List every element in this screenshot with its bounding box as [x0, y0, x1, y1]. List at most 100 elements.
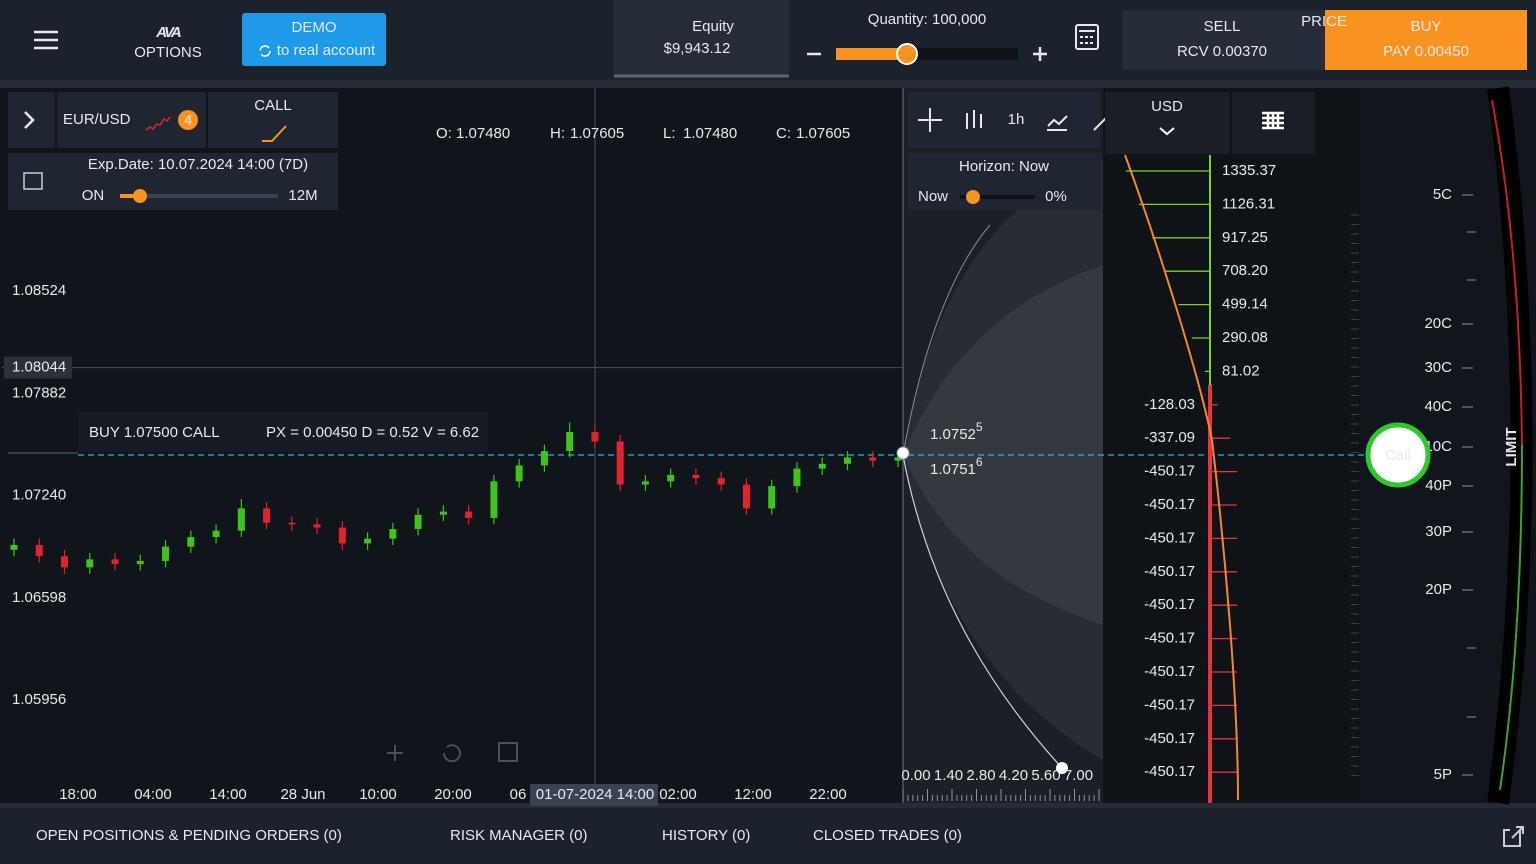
payoff-label: 708.20	[1222, 262, 1268, 279]
expiry-track	[120, 194, 278, 198]
candle-body	[86, 559, 94, 568]
gauge-label: 30C	[1424, 359, 1452, 376]
expand-icon[interactable]	[1503, 826, 1524, 847]
horizon-knob[interactable]	[966, 190, 980, 204]
candle-body	[490, 481, 498, 518]
y-tick-label: 1.07240	[12, 487, 66, 504]
candle-body	[237, 508, 245, 531]
price-tag: 1.07516	[930, 455, 983, 478]
expiry-knob[interactable]	[133, 189, 147, 203]
sell-button[interactable]	[1122, 10, 1325, 70]
tab[interactable]: OPEN POSITIONS & PENDING ORDERS (0)	[36, 827, 342, 844]
y-tick-label: 1.08524	[12, 282, 66, 299]
demo-label[interactable]: DEMO	[292, 19, 337, 36]
quantity-buttons[interactable]	[807, 47, 1047, 61]
payoff-label: 1126.31	[1222, 195, 1275, 212]
buy-label[interactable]: BUY	[1411, 18, 1442, 35]
horizon-axis-label: 5.60	[1031, 767, 1060, 784]
calculator-icon[interactable]	[1075, 24, 1099, 50]
expand-arrow[interactable]	[24, 111, 35, 129]
x-tick-label: 10:00	[359, 786, 397, 803]
payoff-label: -450.17	[1144, 763, 1195, 780]
expiry-fill	[120, 194, 140, 198]
buy-price[interactable]: PAY 0.00450	[1383, 43, 1469, 60]
interval[interactable]: 1h	[1008, 111, 1025, 128]
price-label: PRICE	[1301, 13, 1347, 30]
horizon-axis-label: 7.00	[1064, 767, 1093, 784]
candle-body	[768, 486, 776, 509]
payoff-label: -450.17	[1144, 563, 1195, 580]
ohlc-label: O:	[436, 125, 452, 142]
grid-icon	[1262, 111, 1284, 130]
ohlc-label: C:	[776, 125, 791, 142]
candle-body	[389, 529, 397, 539]
call-button[interactable]	[1365, 422, 1431, 488]
cursor-time: 01-07-2024 14:00	[536, 786, 654, 803]
x-tick-label: 04:00	[134, 786, 172, 803]
order-panel	[78, 412, 488, 452]
tab[interactable]: RISK MANAGER (0)	[450, 827, 588, 844]
gauge-label: 10C	[1424, 438, 1452, 455]
candle-body	[742, 484, 750, 509]
payoff-label: -450.17	[1144, 630, 1195, 647]
option-type[interactable]: CALL	[254, 97, 292, 114]
symbol[interactable]: EUR/USD	[63, 111, 131, 128]
buy-button[interactable]	[1325, 10, 1527, 70]
call-button-label[interactable]: Call	[1385, 447, 1411, 464]
divider	[0, 80, 1536, 88]
candle-body	[818, 463, 826, 469]
equity-value: $9,943.12	[664, 40, 731, 57]
candle-body	[10, 545, 18, 550]
candle-body	[566, 431, 574, 452]
payoff-label: 917.25	[1222, 229, 1268, 246]
price-main: 1.0752	[930, 426, 976, 443]
quantity-knob[interactable]	[896, 43, 918, 65]
chart-tool[interactable]	[442, 744, 461, 763]
candle-body	[111, 559, 119, 565]
sell-label[interactable]: SELL	[1204, 18, 1241, 35]
horizon-axis-label: 1.40	[934, 767, 963, 784]
chart-tool[interactable]	[387, 745, 403, 761]
chart-tool[interactable]	[498, 742, 518, 762]
payoff-label: -337.09	[1144, 429, 1195, 446]
ohlc-label: H:	[550, 125, 565, 142]
payoff-curve	[1124, 154, 1239, 801]
candles-tool[interactable]	[966, 110, 982, 129]
divider	[0, 803, 1536, 808]
tab[interactable]: CLOSED TRADES (0)	[813, 827, 962, 844]
payoff-axis-red	[1208, 385, 1212, 803]
now-point	[896, 446, 910, 460]
y-tick-label: 1.07882	[12, 384, 66, 401]
tab[interactable]: HISTORY (0)	[662, 827, 750, 844]
payoff-label: -450.17	[1144, 696, 1195, 713]
payoff-area	[1103, 88, 1360, 803]
payoff-label: 290.08	[1222, 329, 1268, 346]
horizon-axis-label: 2.80	[966, 767, 995, 784]
candle-body	[894, 457, 902, 461]
indicator-tool[interactable]	[1047, 115, 1068, 131]
call-icon	[262, 125, 287, 142]
x-tick-label: 18:00	[59, 786, 97, 803]
x-tick-label: 22:00	[809, 786, 847, 803]
sell-price[interactable]: RCV 0.00370	[1177, 43, 1267, 60]
quantity-fill	[836, 48, 907, 60]
payoff-label: -128.03	[1144, 396, 1195, 413]
demo-sub[interactable]: to real account	[277, 42, 376, 59]
candle-body	[414, 514, 422, 530]
currency[interactable]: USD	[1151, 98, 1183, 115]
currency-chevron	[1159, 127, 1175, 136]
order-title[interactable]: BUY 1.07500 CALL	[89, 424, 220, 441]
candle-body	[515, 465, 523, 482]
menu-button[interactable]	[34, 30, 58, 50]
payoff-label: 1335.37	[1222, 162, 1276, 179]
crosshair-tool[interactable]	[918, 108, 942, 132]
instrument-panel[interactable]	[8, 153, 338, 210]
demo-button[interactable]	[242, 13, 386, 66]
candle-body	[212, 530, 220, 538]
candle-body	[313, 524, 321, 528]
ohlc-value: 1.07480	[683, 125, 737, 142]
currency-panel[interactable]	[1105, 92, 1230, 154]
